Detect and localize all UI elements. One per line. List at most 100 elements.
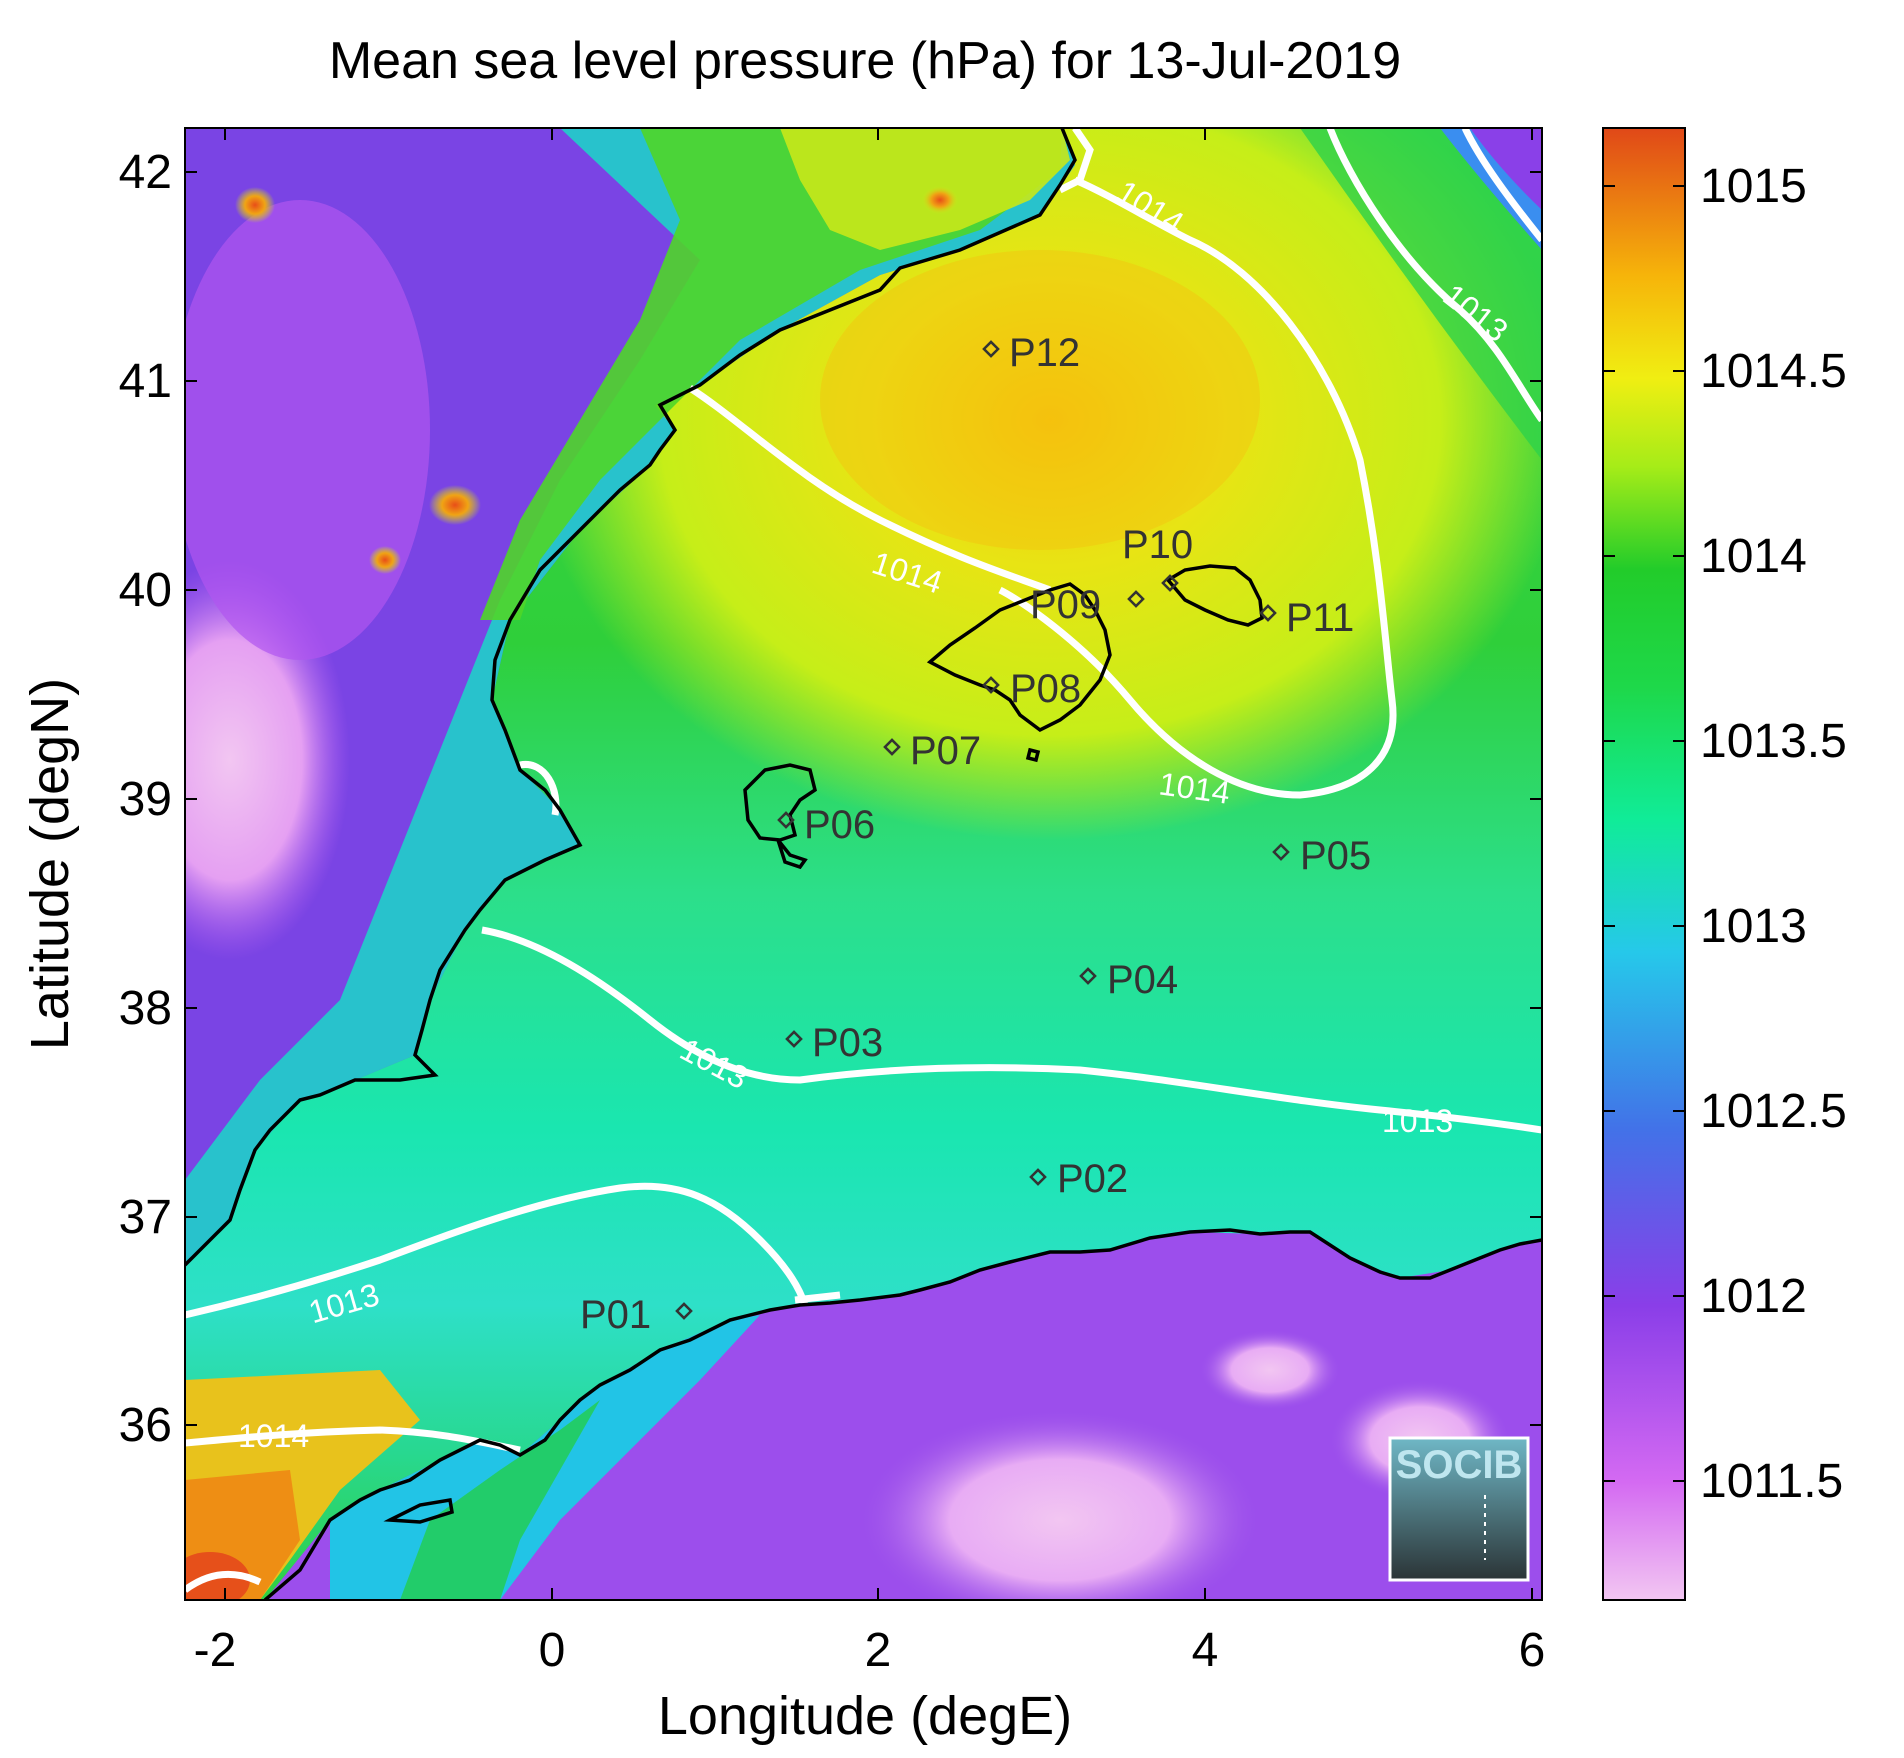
formentera-coast (776, 838, 808, 870)
iberia-hot-spot-3 (235, 187, 275, 223)
station-label-P08: P08 (1010, 667, 1081, 711)
station-marker (1272, 843, 1290, 861)
station-marker (785, 1030, 803, 1048)
y-tick-labels: 36 37 38 39 40 41 42 (119, 146, 172, 1452)
station-marker (1127, 590, 1145, 608)
x-tick-label: 6 (1519, 1624, 1546, 1677)
y-tick-label: 42 (119, 146, 172, 199)
isobar-1013-central (481, 926, 1542, 1134)
station-P05[interactable]: P05 (1272, 834, 1371, 878)
station-marker (1079, 967, 1097, 985)
iberia-west-pink (185, 560, 350, 960)
isobar-1013-south (185, 1182, 809, 1319)
iberia-coastline (185, 128, 1077, 1267)
isobar-1014-top (1058, 128, 1094, 194)
station-marker (883, 738, 901, 756)
africa-coastline (263, 1228, 1542, 1600)
station-marker (982, 676, 1000, 694)
station-label-P10: P10 (1122, 523, 1193, 567)
isobar-1013-ne (1326, 128, 1542, 423)
y-tick-label: 39 (119, 773, 172, 826)
logo-text: SOCIB (1396, 1443, 1523, 1487)
station-P09[interactable]: P09 (1030, 583, 1145, 627)
high-pressure-core (820, 250, 1260, 550)
isobar-1013-corner (1461, 128, 1542, 243)
station-P08[interactable]: P08 (982, 667, 1081, 711)
colorbar: 1011.5 1012 1012.5 1013 1013.5 1014 1014… (1602, 127, 1847, 1601)
x-tick-label: -2 (194, 1624, 237, 1677)
colorbar-tick-label: 1012 (1700, 1270, 1807, 1323)
station-P10[interactable]: P10 (1122, 523, 1193, 592)
colorbar-ticks (1603, 185, 1685, 1482)
station-P12[interactable]: P12 (982, 331, 1080, 375)
station-P01[interactable]: P01 (580, 1293, 693, 1337)
logo-box (1388, 1436, 1530, 1582)
colorbar-tick-label: 1012.5 (1700, 1085, 1847, 1138)
colorbar-tick-label: 1014 (1700, 530, 1807, 583)
chart-title: Mean sea level pressure (hPa) for 13-Jul… (329, 32, 1401, 90)
station-marker (1161, 574, 1179, 592)
contour-label-1014-sw: 1014 (238, 1418, 309, 1454)
stations: P01 P02 P03 P04 P05 P06 P07 P08 (580, 331, 1371, 1337)
coastlines (185, 128, 1542, 1600)
station-marker (982, 340, 1000, 358)
isobar-1014-north (688, 385, 1052, 594)
map-area (185, 128, 1542, 1600)
station-label-P05: P05 (1300, 834, 1371, 878)
iberia-hot-spot-1 (429, 485, 481, 525)
station-label-P11: P11 (1286, 596, 1354, 640)
africa-coastal-green (400, 1400, 600, 1600)
ne-corner-purple (1470, 128, 1542, 210)
station-label-P12: P12 (1009, 331, 1080, 375)
station-P02[interactable]: P02 (1029, 1157, 1128, 1201)
mallorca-coast (926, 582, 1112, 733)
iberia-inland-green (480, 128, 1062, 620)
station-label-P01: P01 (580, 1293, 651, 1337)
menorca-coast (1165, 564, 1264, 627)
y-tick-label: 40 (119, 564, 172, 617)
cabrera-coast (1025, 747, 1041, 763)
station-marker (675, 1302, 693, 1320)
station-label-P07: P07 (910, 729, 981, 773)
colorbar-gradient (1602, 127, 1686, 1601)
y-tick-label: 38 (119, 982, 172, 1035)
station-label-P03: P03 (812, 1021, 883, 1065)
station-P03[interactable]: P03 (785, 1021, 883, 1065)
station-P04[interactable]: P04 (1079, 958, 1178, 1002)
colorbar-tick-label: 1013.5 (1700, 715, 1847, 768)
isobar-1013-gap (794, 1291, 841, 1304)
iberia-coastal-band (185, 128, 1075, 1265)
socib-logo: SOCIB (1388, 1436, 1530, 1582)
y-tick-label: 41 (119, 355, 172, 408)
x-tick-label: 2 (865, 1624, 892, 1677)
colorbar-tick-label: 1014.5 (1700, 345, 1847, 398)
station-P06[interactable]: P06 (777, 803, 875, 847)
station-P11[interactable]: P11 (1259, 596, 1354, 640)
africa-pink-low-2 (1200, 1330, 1340, 1410)
iberia-hot-spot-2 (369, 546, 401, 574)
iberia-west-purple (185, 200, 430, 660)
station-marker (777, 811, 795, 829)
colorbar-tick-label: 1011.5 (1700, 1455, 1843, 1508)
isobar-swbottom (185, 1570, 262, 1593)
isobar-1014-east (998, 176, 1397, 799)
station-label-P06: P06 (804, 803, 875, 847)
station-marker (1029, 1168, 1047, 1186)
map-frame (184, 127, 1543, 1601)
y-tick-label: 36 (119, 1399, 172, 1452)
x-tick-label: 0 (539, 1624, 566, 1677)
iberia-northeast-yellow (780, 128, 1070, 250)
contour-label-1013-east: 1013 (1382, 1103, 1453, 1139)
axis-ticks (185, 128, 1542, 1600)
x-tick-label: 4 (1192, 1624, 1219, 1677)
alboran-islet (383, 1497, 454, 1524)
colorbar-tick-label: 1015 (1700, 160, 1807, 213)
x-tick-labels: -2 0 2 4 6 (194, 1624, 1546, 1677)
station-P07[interactable]: P07 (883, 729, 981, 773)
ne-corner-green (1300, 128, 1542, 460)
station-label-P02: P02 (1057, 1157, 1128, 1201)
y-axis-label: Latitude (degN) (20, 678, 80, 1050)
africa-pink-low (860, 1410, 1260, 1600)
colorbar-tick-label: 1013 (1700, 900, 1807, 953)
station-label-P04: P04 (1107, 958, 1178, 1002)
